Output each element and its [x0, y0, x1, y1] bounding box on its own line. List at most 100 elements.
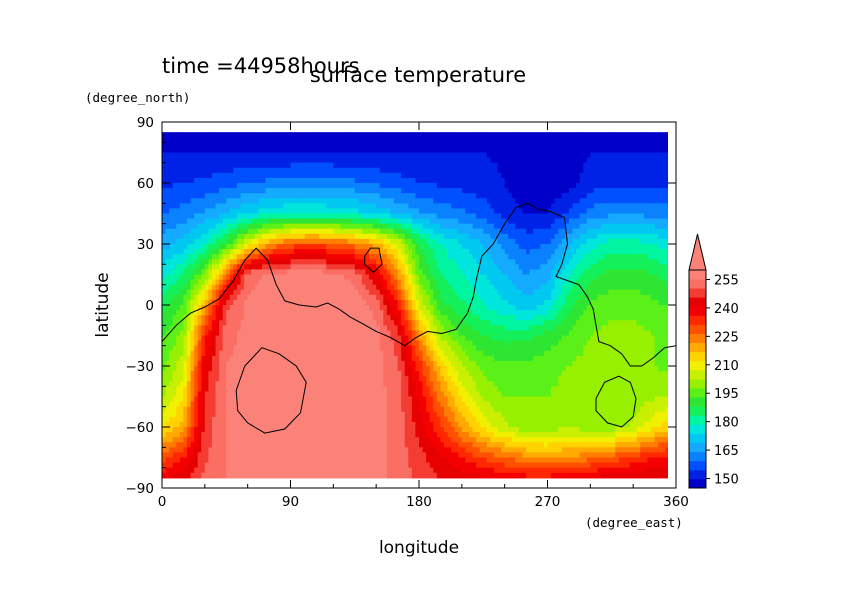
field-cell [283, 183, 288, 189]
field-cell [272, 193, 277, 199]
field-cell [162, 147, 167, 154]
field-cell [433, 137, 438, 143]
field-cell [461, 259, 466, 265]
field-cell [186, 238, 192, 245]
field-cell [401, 299, 406, 306]
field-cell [554, 198, 559, 204]
field-cell [451, 259, 456, 265]
field-cell [251, 259, 256, 265]
field-cell [661, 279, 666, 286]
field-cell [601, 294, 606, 301]
field-cell [261, 238, 267, 245]
field-cell [333, 274, 338, 281]
field-cell [383, 264, 388, 271]
field-cell [411, 193, 417, 199]
field-cell [633, 244, 638, 250]
field-cell [211, 284, 217, 291]
field-cell [247, 299, 252, 306]
field-cell [336, 254, 342, 260]
field-cell [301, 208, 306, 215]
field-cell [347, 172, 352, 179]
field-cell [208, 188, 213, 194]
field-cell [640, 208, 645, 215]
field-cell [411, 233, 417, 240]
field-cell [358, 157, 363, 164]
field-cell [490, 198, 495, 204]
field-cell [401, 137, 406, 143]
field-cell [529, 269, 534, 276]
field-cell [647, 264, 652, 271]
field-cell [244, 244, 249, 250]
field-cell [501, 284, 506, 291]
field-cell [190, 137, 195, 143]
field-cell [561, 249, 566, 255]
field-cell [194, 172, 199, 179]
field-cell [304, 203, 309, 210]
field-cell [319, 188, 324, 194]
field-cell [554, 294, 559, 301]
field-cell [411, 294, 417, 301]
field-cell [540, 137, 545, 143]
field-cell [172, 218, 177, 225]
field-cell [276, 147, 281, 154]
field-cell [219, 254, 224, 260]
field-cell [401, 162, 406, 169]
field-cell [369, 279, 374, 286]
field-cell [411, 305, 417, 311]
field-cell [361, 188, 367, 194]
field-cell [486, 259, 491, 265]
field-cell [236, 218, 242, 225]
field-cell [190, 188, 195, 194]
field-cell [244, 233, 249, 240]
field-cell [336, 183, 342, 189]
field-cell [344, 208, 349, 215]
field-cell [308, 233, 313, 240]
field-cell [286, 213, 292, 220]
field-cell [511, 167, 516, 174]
field-cell [315, 249, 320, 255]
field-cell [261, 264, 267, 271]
field-cell [643, 188, 649, 194]
field-cell [201, 259, 206, 265]
field-cell [508, 203, 513, 210]
field-cell [319, 264, 324, 271]
field-cell [329, 218, 334, 225]
field-cell [172, 172, 177, 179]
field-cell [304, 167, 309, 174]
field-cell [294, 228, 299, 235]
field-cell [540, 193, 545, 199]
field-cell [593, 203, 599, 210]
field-cell [493, 279, 499, 286]
field-cell [311, 142, 317, 149]
field-cell [411, 238, 417, 245]
field-cell [643, 264, 649, 271]
field-cell [436, 274, 442, 281]
field-cell [661, 198, 666, 204]
field-cell [294, 223, 299, 230]
field-cell [572, 228, 577, 235]
field-cell [269, 132, 274, 138]
field-cell [244, 213, 249, 220]
field-cell [529, 152, 534, 159]
field-cell [211, 223, 217, 230]
field-cell [215, 213, 220, 220]
field-cell [629, 259, 634, 265]
field-cell [397, 203, 402, 210]
field-cell [411, 269, 417, 276]
field-cell [204, 162, 209, 169]
field-cell [458, 208, 463, 215]
field-cell [658, 294, 663, 301]
field-cell [226, 142, 231, 149]
field-cell [226, 259, 231, 265]
field-cell [565, 188, 570, 194]
field-cell [183, 137, 188, 143]
field-cell [365, 152, 370, 159]
field-cell [551, 274, 556, 281]
field-cell [447, 244, 452, 250]
field-cell [533, 238, 538, 245]
field-cell [283, 208, 288, 215]
field-cell [454, 228, 459, 235]
field-cell [365, 254, 370, 260]
field-cell [290, 152, 295, 159]
field-cell [615, 264, 620, 271]
